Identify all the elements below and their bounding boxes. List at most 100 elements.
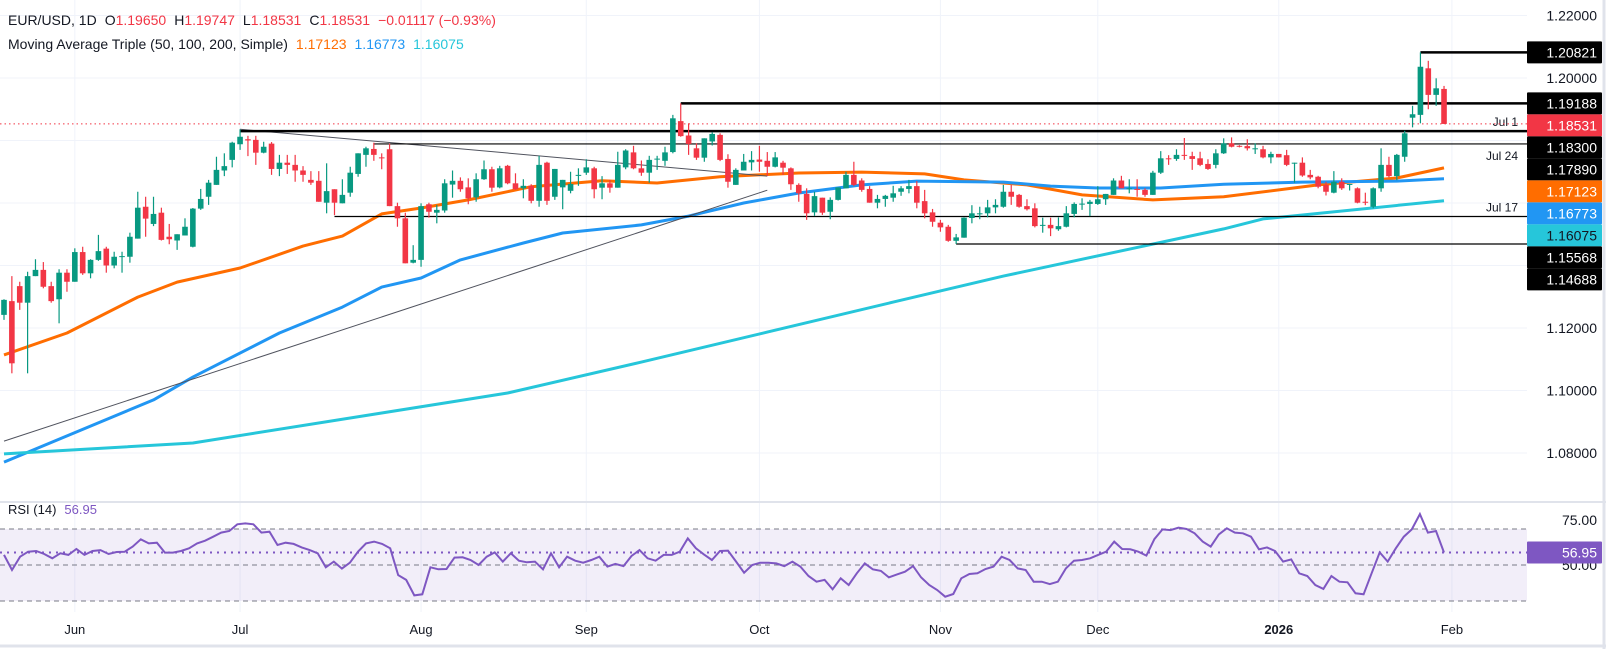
candle-body — [819, 197, 826, 213]
candle — [1354, 187, 1361, 204]
candle-body — [323, 191, 330, 203]
candle — [1087, 199, 1093, 217]
candle — [182, 218, 188, 236]
candle-body — [142, 206, 149, 219]
price-tags: 1.20821 1.19188 1.18531 1.18300 1.17890 1.171… — [1527, 41, 1602, 564]
ma-label: Moving Average Triple (50, 100, 200, Sim… — [8, 36, 288, 52]
candle-body — [701, 138, 708, 158]
ma200-value: 1.16075 — [413, 36, 464, 52]
candle — [111, 251, 117, 269]
candle — [646, 155, 653, 183]
candle-body — [355, 153, 361, 174]
candle — [473, 173, 479, 202]
candle — [1228, 137, 1235, 148]
candle-body — [725, 158, 731, 182]
candle — [1094, 186, 1101, 205]
candle-body — [1394, 154, 1400, 177]
candle-body — [496, 168, 503, 188]
candle — [1008, 184, 1015, 205]
trend-line[interactable] — [240, 128, 768, 177]
candle — [685, 123, 692, 155]
candle-body — [457, 180, 464, 190]
candle — [701, 138, 708, 162]
time-tick-label: Sep — [575, 622, 598, 637]
candle-body — [111, 256, 117, 266]
candle — [748, 151, 755, 171]
symbol-legend[interactable]: EUR/USD, 1D O1.19650 H1.19747 L1.18531 C1.18… — [8, 11, 496, 29]
candle — [591, 166, 597, 199]
candle — [504, 164, 511, 185]
candle-body — [1181, 154, 1188, 156]
candle-body — [1087, 201, 1093, 204]
candle-body — [1331, 181, 1337, 193]
candle-body — [1433, 88, 1439, 95]
candle — [378, 153, 385, 170]
candle — [677, 103, 684, 137]
candle-body — [1157, 158, 1164, 173]
trend-line[interactable] — [3, 189, 768, 442]
candle-body — [48, 286, 55, 302]
candle — [803, 188, 810, 220]
candle-body — [748, 159, 755, 163]
rsi-legend[interactable]: RSI (14) 56.95 — [8, 501, 97, 519]
candle — [56, 269, 62, 324]
candle — [355, 153, 361, 177]
candle — [40, 262, 47, 289]
candle — [1126, 179, 1133, 194]
candle — [72, 248, 78, 282]
candle — [402, 212, 409, 264]
candle-body — [764, 160, 771, 167]
candle — [1307, 169, 1314, 180]
candle — [536, 155, 542, 207]
price-tag: 1.17123 — [1527, 180, 1602, 203]
candle-body — [32, 269, 39, 277]
candle-body — [1220, 143, 1227, 154]
level-note: Jul 24 — [1486, 149, 1518, 163]
candle-body — [72, 252, 78, 282]
candle-body — [79, 252, 86, 274]
candle-body — [449, 180, 456, 185]
candle-body — [1032, 208, 1038, 227]
candle — [552, 168, 558, 200]
candle-body — [677, 121, 684, 137]
rsi-tag-label: 56.95 — [1562, 544, 1597, 560]
candle-body — [190, 208, 196, 247]
candle — [371, 142, 377, 161]
candle-body — [174, 234, 180, 241]
candle — [300, 166, 306, 182]
candle — [819, 197, 826, 215]
candle-body — [984, 207, 991, 214]
candle — [1362, 192, 1369, 206]
candle — [1205, 159, 1211, 170]
candle — [945, 224, 952, 242]
candle — [205, 179, 212, 205]
trend-lines[interactable] — [3, 128, 768, 442]
candle-body — [1016, 194, 1022, 207]
candle-body — [394, 206, 401, 219]
candle-body — [512, 183, 519, 190]
symbol-title: EUR/USD, 1D — [8, 12, 97, 28]
candle — [835, 187, 841, 201]
price-tag-label: 1.19188 — [1546, 95, 1597, 111]
candle — [1220, 138, 1227, 154]
candle-body — [1071, 203, 1077, 214]
candle — [1134, 179, 1140, 197]
candle-body — [882, 195, 889, 199]
ma-legend[interactable]: Moving Average Triple (50, 100, 200, Sim… — [8, 35, 464, 53]
candle-body — [858, 180, 865, 190]
price-tag-bg — [1527, 92, 1602, 115]
candle-body — [402, 218, 409, 264]
high-prefix: H — [174, 12, 185, 28]
candle-body — [489, 169, 495, 188]
candle — [709, 132, 716, 146]
time-tick-label: Jul — [232, 622, 249, 637]
candle-body — [481, 169, 487, 180]
candle — [851, 161, 857, 187]
candle — [654, 155, 660, 170]
candle — [607, 179, 613, 193]
candle — [567, 171, 574, 194]
price-tick-label: 1.20000 — [1546, 70, 1597, 86]
rsi-value-tag: 56.95 — [1527, 541, 1602, 564]
candle — [795, 183, 802, 202]
